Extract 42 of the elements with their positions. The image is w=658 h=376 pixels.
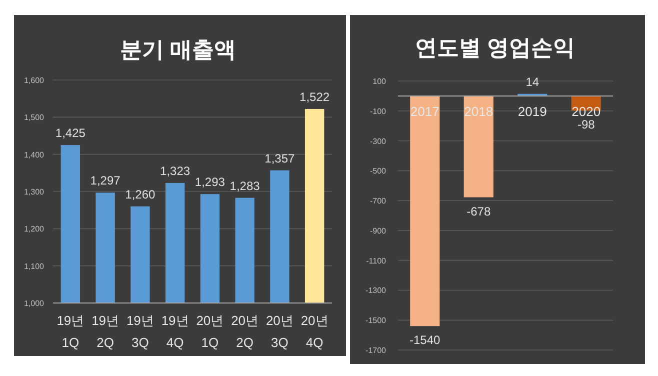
data-label: -678 (466, 204, 491, 218)
y-tick-label: -1300 (366, 286, 387, 296)
data-label: 1,323 (160, 164, 190, 178)
y-tick-label: 1,000 (24, 299, 45, 308)
y-tick-label: 1,200 (24, 224, 45, 234)
data-label: 1,425 (55, 126, 86, 140)
x-tick-label: 19년 1Q (56, 313, 84, 350)
y-tick-label: -500 (370, 166, 387, 176)
y-tick-label: 100 (372, 77, 387, 86)
x-tick-label: 2018 (464, 104, 494, 119)
data-label: 1,297 (90, 174, 121, 188)
y-tick-label: -900 (370, 226, 387, 236)
x-tick-label: 20년 1Q (196, 313, 224, 350)
data-label: 1,357 (264, 151, 296, 166)
y-tick-label: -1700 (366, 346, 387, 355)
y-tick-label: 1,500 (24, 113, 45, 122)
x-tick-label: 19년 3Q (126, 313, 154, 350)
x-tick-label: 20년 2Q (231, 313, 259, 350)
x-tick-label: 20년 4Q (300, 313, 328, 350)
x-tick-label: 19년 2Q (92, 313, 120, 350)
y-tick-label: 1,300 (24, 188, 45, 196)
x-tick-label: 20년 3Q (266, 313, 294, 350)
y-tick-label: -100 (370, 106, 387, 116)
y-tick-label: -1500 (366, 316, 387, 326)
data-label: 1,260 (125, 187, 156, 202)
x-tick-label: 19년 4Q (161, 313, 189, 350)
y-tick-label: 1,100 (24, 262, 45, 271)
data-label: -98 (577, 118, 596, 132)
data-label: 14 (526, 74, 540, 89)
data-label: -1540 (410, 333, 441, 348)
data-label: 1,522 (300, 90, 330, 104)
y-tick-label: -700 (370, 196, 387, 206)
y-tick-label: -1100 (366, 256, 387, 266)
chart-title: 연도별 영업손익 (414, 35, 576, 60)
chart-title: 분기 매출액 (120, 37, 236, 62)
x-tick-label: 2019 (518, 104, 547, 119)
y-tick-label: -300 (370, 136, 387, 146)
y-tick-label: 1,600 (24, 76, 45, 85)
data-label: 1,293 (194, 175, 226, 190)
x-tick-label: 2017 (410, 104, 440, 119)
y-tick-label: 1,400 (24, 150, 45, 160)
data-label: 1,283 (230, 178, 260, 193)
